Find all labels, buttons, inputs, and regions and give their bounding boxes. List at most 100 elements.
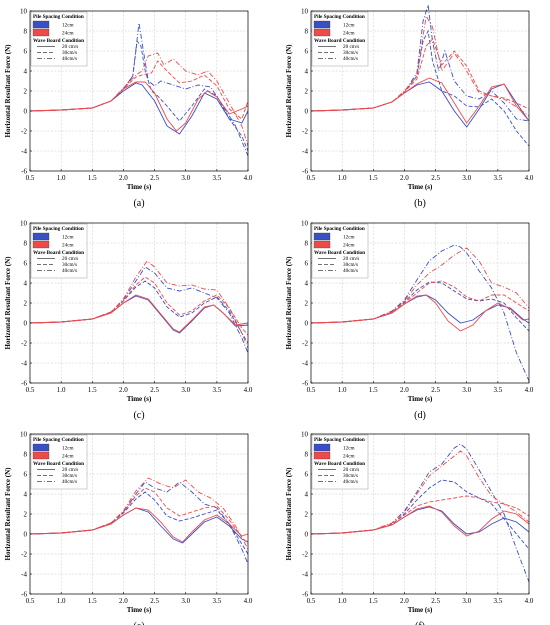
- y-tick-label: 4: [24, 67, 28, 75]
- y-tick-label: -6: [302, 167, 308, 175]
- x-tick-label: 3.5: [493, 597, 502, 605]
- x-tick-label: 4.0: [525, 386, 534, 394]
- y-tick-label: 0: [305, 319, 309, 327]
- x-tick-label: 2.0: [400, 597, 409, 605]
- y-tick-label: 2: [24, 299, 28, 307]
- y-tick-label: 4: [305, 490, 309, 498]
- legend-item-wave: 20 cm/s: [62, 256, 78, 262]
- x-tick-label: 0.5: [26, 597, 35, 605]
- legend-item-wave: 40cm/s: [62, 56, 77, 62]
- series-line: [310, 14, 530, 117]
- y-tick-label: 2: [305, 299, 309, 307]
- series-line: [310, 294, 530, 332]
- series-line: [29, 507, 249, 543]
- series-line: [310, 294, 530, 324]
- series-group: [310, 443, 530, 583]
- x-tick-label: 4.0: [244, 597, 253, 605]
- legend-title-pile: Pile Spacing Condition: [314, 437, 365, 443]
- legend: Pile Spacing Condition 12cm 24cm Wave Board…: [311, 434, 369, 490]
- series-line: [29, 481, 249, 565]
- y-tick-label: 6: [305, 259, 309, 267]
- y-tick-label: 0: [305, 530, 309, 538]
- x-tick-label: 2.5: [431, 597, 440, 605]
- y-tick-label: 6: [24, 47, 28, 55]
- series-line: [29, 266, 249, 354]
- legend-swatch: [313, 28, 331, 37]
- y-tick-label: -4: [21, 147, 27, 155]
- legend-item-pile: 12cm: [62, 445, 74, 451]
- legend-item-wave: 20 cm/s: [343, 256, 359, 262]
- x-tick-label: 3.0: [462, 597, 471, 605]
- legend-item-wave: 40cm/s: [343, 56, 358, 62]
- y-tick-label: 4: [24, 490, 28, 498]
- y-tick-label: -2: [302, 127, 308, 135]
- series-group: [29, 260, 249, 354]
- legend: Pile Spacing Condition 12cm 24cm Wave Board…: [30, 11, 88, 67]
- y-tick-label: 6: [305, 47, 309, 55]
- y-tick-label: 8: [24, 27, 28, 35]
- y-axis-label: Horizontal Resultant Force (N): [285, 44, 293, 138]
- legend: Pile Spacing Condition 12cm 24cm Wave Board…: [30, 434, 88, 490]
- legend-item-wave: 40cm/s: [62, 479, 77, 485]
- x-tick-label: 0.5: [307, 386, 316, 394]
- legend-item-pile: 12cm: [343, 22, 355, 28]
- x-tick-label: 3.0: [462, 386, 471, 394]
- legend-item-wave: 20 cm/s: [62, 467, 78, 473]
- x-tick-label: 1.5: [369, 174, 378, 182]
- y-tick-label: 2: [305, 510, 309, 518]
- x-tick-label: 1.5: [369, 386, 378, 394]
- x-tick-label: 1.0: [338, 174, 347, 182]
- legend-title-wave: Wave Board Condition: [33, 250, 84, 256]
- x-tick-label: 4.0: [244, 386, 253, 394]
- chart-panel-a: 0.5 1.0 1.5 2.0 2.5 3.0 3.5 4.0 10 8 6 4 2 0 -2 -4 -6 Tim…: [4, 7, 253, 209]
- legend-swatch: [32, 20, 50, 29]
- x-tick-label: 1.5: [88, 597, 97, 605]
- x-tick-label: 3.0: [181, 174, 190, 182]
- legend-item-wave: 20 cm/s: [62, 44, 78, 50]
- series-line: [29, 260, 249, 349]
- y-tick-label: 8: [305, 239, 309, 247]
- series-line: [310, 281, 530, 332]
- y-tick-label: 6: [24, 259, 28, 267]
- series-line: [29, 507, 249, 544]
- y-tick-label: 2: [305, 87, 309, 95]
- x-axis-label: Time (s): [127, 606, 152, 614]
- y-tick-label: -6: [302, 379, 308, 387]
- series-group: [29, 22, 249, 157]
- y-tick-label: 10: [20, 7, 28, 15]
- panel-caption: (b): [414, 198, 426, 209]
- legend-item-pile: 24cm: [62, 242, 74, 248]
- legend-swatch: [313, 232, 331, 241]
- series-line: [310, 247, 530, 324]
- y-tick-label: -4: [302, 570, 308, 578]
- legend-item-pile: 24cm: [62, 453, 74, 459]
- x-tick-label: 3.0: [181, 597, 190, 605]
- x-tick-label: 1.0: [57, 174, 66, 182]
- x-tick-label: 0.5: [307, 597, 316, 605]
- x-tick-label: 1.0: [57, 597, 66, 605]
- x-tick-label: 2.5: [150, 386, 159, 394]
- legend-title-wave: Wave Board Condition: [33, 461, 84, 467]
- y-tick-label: 0: [24, 530, 28, 538]
- x-tick-label: 1.5: [88, 386, 97, 394]
- series-line: [29, 477, 249, 550]
- y-tick-label: 4: [305, 67, 309, 75]
- series-line: [29, 82, 249, 135]
- y-axis-label: Horizontal Resultant Force (N): [285, 256, 293, 350]
- x-tick-label: 1.0: [57, 386, 66, 394]
- x-tick-label: 2.5: [150, 597, 159, 605]
- legend-title-pile: Pile Spacing Condition: [314, 226, 365, 232]
- y-tick-label: 6: [305, 470, 309, 478]
- y-tick-label: -4: [21, 570, 27, 578]
- x-tick-label: 3.5: [493, 174, 502, 182]
- legend-item-wave: 30cm/s: [62, 473, 77, 479]
- y-tick-label: -2: [21, 550, 27, 558]
- series-group: [310, 244, 530, 382]
- series-line: [310, 495, 530, 535]
- series-line: [310, 280, 530, 324]
- legend-swatch: [32, 28, 50, 37]
- x-tick-label: 2.0: [400, 174, 409, 182]
- legend-item-pile: 12cm: [343, 445, 355, 451]
- panel-caption: (c): [133, 410, 144, 421]
- legend-item-pile: 24cm: [343, 30, 355, 36]
